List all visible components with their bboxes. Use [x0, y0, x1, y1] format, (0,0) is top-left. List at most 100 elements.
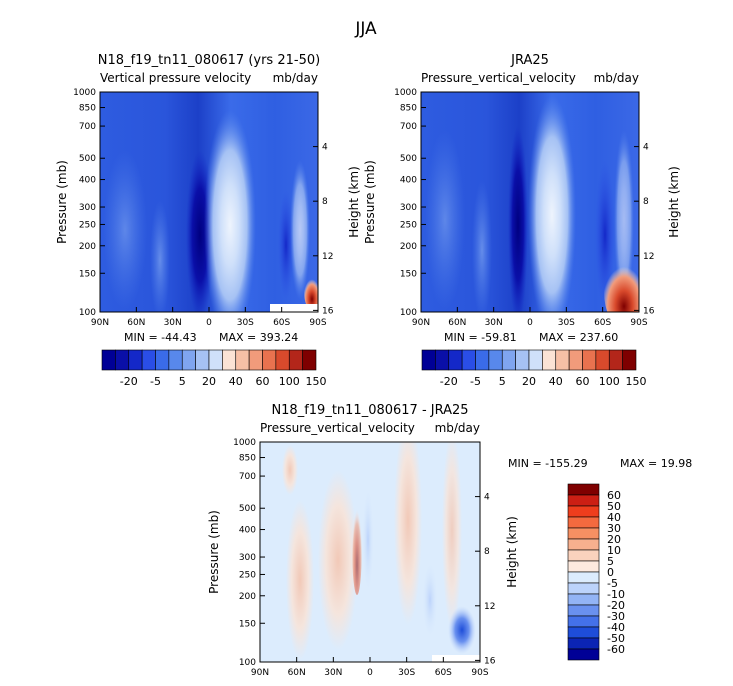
panel-model-axes: 1000 850 700 500 400 300 250 200 150 100 4 8 12 16 90N… [73, 88, 334, 328]
y-tick-label: 850 [400, 104, 417, 114]
panel-obs-min: MIN = -59.81 [444, 331, 517, 344]
colorbar-box [155, 349, 170, 371]
colorbar-box [528, 349, 543, 371]
x-tick-label: 30N [324, 668, 342, 678]
colorbar-box [608, 349, 623, 371]
y-tick-label: 850 [239, 454, 256, 464]
x-tick-label: 60S [435, 668, 452, 678]
y-tick-label: 250 [239, 570, 256, 580]
x-tick-label: 0 [367, 668, 373, 678]
colorbar-box [488, 349, 503, 371]
colorbar-box [181, 349, 196, 371]
x-tick-label: 30S [398, 668, 415, 678]
x-tick-label: 60S [273, 318, 290, 328]
x-tick-label: 0 [206, 318, 212, 328]
x-tick-label: 90N [91, 318, 109, 328]
x-tick-label: 30S [558, 318, 575, 328]
panel-model-ylabel-right: Height (km) [347, 166, 361, 237]
panel-model-ylabel: Pressure (mb) [55, 160, 69, 244]
field-feature [318, 470, 358, 650]
height-tick-label: 4 [322, 143, 328, 153]
field-feature [394, 442, 422, 625]
colorbar-label: 40 [229, 375, 243, 388]
panel-obs-units: mb/day [594, 71, 639, 85]
x-tick-label: 30N [485, 318, 503, 328]
colorbar-box [567, 560, 600, 573]
field-feature [352, 495, 362, 595]
y-tick-label: 700 [79, 122, 96, 132]
panel-obs: JRA25 Pressure_vertical_velocity mb/day … [363, 53, 681, 388]
panel-diff: N18_f19_tn11_080617 - JRA25 Pressure_ver… [207, 403, 692, 678]
colorbar-box [555, 349, 570, 371]
colorbar-box [515, 349, 530, 371]
y-tick-label: 100 [79, 308, 96, 318]
x-tick-label: 90S [630, 318, 647, 328]
colorbar-box [582, 349, 597, 371]
colorbar-box [115, 349, 130, 371]
y-tick-label: 250 [400, 220, 417, 230]
y-tick-label: 150 [239, 619, 256, 629]
colorbar-box [622, 349, 637, 371]
colorbar-label: 100 [599, 375, 620, 388]
colorbar-label: 0 [607, 566, 614, 579]
height-tick-label: 8 [484, 547, 490, 557]
panel-diff-min: MIN = -155.29 [508, 457, 588, 470]
colorbar-label: -10 [607, 588, 625, 601]
field-feature [442, 442, 462, 630]
x-tick-label: 90N [251, 668, 269, 678]
colorbar-box [288, 349, 303, 371]
x-tick-label: 30N [164, 318, 182, 328]
colorbar-box [567, 648, 600, 661]
colorbar-box [567, 494, 600, 507]
panel-obs-field [421, 92, 639, 312]
ascent-core [508, 125, 528, 312]
height-tick-label: 16 [322, 306, 334, 316]
y-tick-label: 1000 [73, 88, 96, 98]
y-tick-label: 850 [79, 104, 96, 114]
y-tick-label: 150 [79, 269, 96, 279]
colorbar-label: 20 [607, 533, 621, 546]
height-tick-label: 16 [484, 656, 496, 666]
x-tick-label: 60N [288, 668, 306, 678]
colorbar-label: -5 [607, 577, 618, 590]
colorbar-label: 5 [499, 375, 506, 388]
colorbar-box [195, 349, 210, 371]
colorbar-obs: -20 -5 5 20 40 60 100 150 [421, 349, 647, 388]
colorbar-label: 100 [279, 375, 300, 388]
colorbar-label: 30 [607, 522, 621, 535]
field-feature [278, 190, 294, 300]
colorbar-box [275, 349, 290, 371]
panel-diff-variable: Pressure_vertical_velocity [260, 421, 415, 435]
blue-spot [448, 606, 476, 654]
x-tick-label: 90S [471, 668, 488, 678]
colorbar-box [567, 593, 600, 606]
x-tick-label: 60N [448, 318, 466, 328]
colorbar-label: -20 [440, 375, 458, 388]
colorbar-label: 5 [607, 555, 614, 568]
y-tick-label: 400 [400, 176, 417, 186]
height-tick-label: 4 [643, 143, 649, 153]
colorbar-label: 10 [607, 544, 621, 557]
colorbar-box [501, 349, 516, 371]
height-tick-label: 12 [322, 252, 333, 262]
y-tick-label: 700 [400, 122, 417, 132]
height-tick-label: 8 [643, 197, 649, 207]
colorbar-label: 20 [202, 375, 216, 388]
x-tick-label: 0 [527, 318, 533, 328]
y-tick-label: 400 [239, 526, 256, 536]
y-tick-label: 300 [79, 203, 96, 213]
colorbar-box [567, 571, 600, 584]
colorbar-box [128, 349, 143, 371]
y-tick-label: 100 [239, 658, 256, 668]
colorbar-box [567, 626, 600, 639]
x-tick-label: 90N [412, 318, 430, 328]
field-feature [282, 445, 298, 495]
panel-obs-title: JRA25 [510, 53, 549, 68]
colorbar-label: -20 [607, 599, 625, 612]
colorbar-model: -20 -5 5 20 40 60 100 150 [101, 349, 327, 388]
panel-diff-ylabel: Pressure (mb) [207, 510, 221, 594]
descent-core [528, 95, 576, 312]
y-tick-label: 500 [239, 504, 256, 514]
